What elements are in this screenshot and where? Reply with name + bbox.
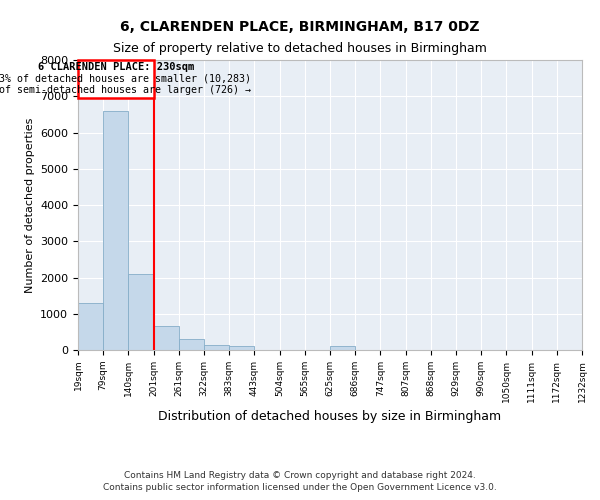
Text: 7% of semi-detached houses are larger (726) →: 7% of semi-detached houses are larger (7… [0, 84, 251, 94]
Y-axis label: Number of detached properties: Number of detached properties [25, 118, 35, 292]
X-axis label: Distribution of detached houses by size in Birmingham: Distribution of detached houses by size … [158, 410, 502, 423]
Text: 6 CLARENDEN PLACE: 230sqm: 6 CLARENDEN PLACE: 230sqm [38, 62, 194, 72]
Bar [128, 274, 154, 350]
Bar [78, 303, 103, 350]
Bar [78, 60, 154, 98]
Text: Contains public sector information licensed under the Open Government Licence v3: Contains public sector information licen… [103, 482, 497, 492]
Bar [330, 346, 355, 350]
Text: Size of property relative to detached houses in Birmingham: Size of property relative to detached ho… [113, 42, 487, 55]
Bar [154, 326, 179, 350]
Bar [229, 346, 254, 350]
Text: Contains HM Land Registry data © Crown copyright and database right 2024.: Contains HM Land Registry data © Crown c… [124, 472, 476, 480]
Bar [204, 344, 229, 350]
Bar [179, 339, 204, 350]
Text: ← 93% of detached houses are smaller (10,283): ← 93% of detached houses are smaller (10… [0, 74, 251, 84]
Bar [103, 111, 128, 350]
Text: 6, CLARENDEN PLACE, BIRMINGHAM, B17 0DZ: 6, CLARENDEN PLACE, BIRMINGHAM, B17 0DZ [120, 20, 480, 34]
